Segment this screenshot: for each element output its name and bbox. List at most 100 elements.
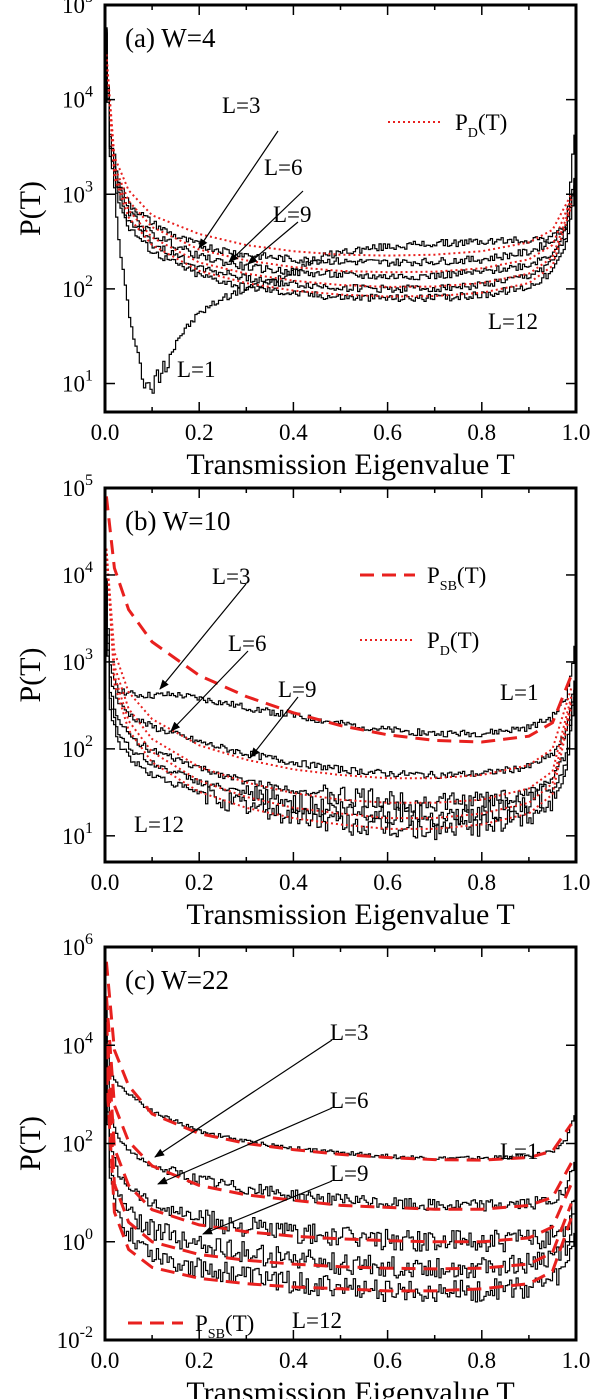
annotation-arrow <box>202 1180 333 1235</box>
y-tick-label: 104 <box>62 84 93 113</box>
series-l-9 <box>105 26 576 293</box>
x-tick-label: 0.0 <box>91 870 120 895</box>
annotation-l-1: L=1 <box>177 357 216 382</box>
plot-area <box>105 26 576 394</box>
series-l-6 <box>105 1030 576 1253</box>
annotation-l-3: L=3 <box>222 93 261 118</box>
legend-label: PD(T) <box>455 110 507 141</box>
y-tick-label: 103 <box>62 646 93 675</box>
y-tick-label: 101 <box>62 820 93 849</box>
series-l-3 <box>105 26 576 267</box>
annotation-l-12: L=12 <box>488 309 538 334</box>
y-tick-label: 102 <box>62 273 93 302</box>
annotation-l-9: L=9 <box>330 1161 369 1186</box>
x-tick-label: 1.0 <box>562 1348 591 1373</box>
series-p-sb-t-l-9 <box>105 1045 573 1271</box>
series-l-3 <box>105 578 576 779</box>
series-p-sb-t-l-1 <box>105 496 573 744</box>
y-axis-title: P(T) <box>14 181 47 236</box>
legend-label: PSB(T) <box>427 563 486 594</box>
series-l-6 <box>105 26 576 281</box>
legend-label: PSB(T) <box>195 1311 254 1342</box>
series-p-d-t-l-6 <box>105 54 573 274</box>
y-tick-label: 106 <box>62 931 93 960</box>
panel-1: 0.0 0.2 0.4 0.6 0.8 1.0 101 102 103 104 105 Transmi… <box>14 0 590 481</box>
x-tick-label: 0.6 <box>373 420 402 445</box>
annotation-arrow <box>154 1039 333 1158</box>
annotation-l-6: L=6 <box>264 155 303 180</box>
x-tick-label: 0.6 <box>373 870 402 895</box>
series-l-12 <box>105 26 576 302</box>
x-tick-label: 0.4 <box>279 870 308 895</box>
annotation-l-1: L=1 <box>500 680 539 705</box>
annotation-l-3: L=3 <box>212 564 251 589</box>
annotation-l-12: L=12 <box>292 1308 342 1333</box>
annotation-l-6: L=6 <box>330 1088 369 1113</box>
annotation-arrow <box>157 1107 333 1185</box>
panel-label: (b) W=10 <box>125 506 230 536</box>
series-p-sb-t-l-1 <box>105 961 573 1162</box>
x-tick-label: 1.0 <box>562 870 591 895</box>
x-axis-title: Transmission Eigenvalue T <box>186 448 514 481</box>
plot-frame <box>103 3 578 414</box>
series-p-d-t-l-9 <box>105 548 573 820</box>
series-l-1 <box>105 578 576 738</box>
annotation-arrow <box>198 130 279 249</box>
panel-label: (c) W=22 <box>125 965 229 995</box>
series-p-d-t-l-3 <box>105 548 573 780</box>
series-p-d-t-l-6 <box>105 548 573 804</box>
x-tick-label: 0.6 <box>373 1348 402 1373</box>
annotation-l-3: L=3 <box>330 1020 369 1045</box>
series-p-d-t-l-12 <box>105 54 573 298</box>
annotation-arrow <box>250 696 299 758</box>
y-tick-label: 105 <box>62 472 93 501</box>
y-tick-label: 103 <box>62 178 93 207</box>
x-tick-label: 0.0 <box>91 1348 120 1373</box>
series-l-1 <box>105 26 576 394</box>
x-tick-label: 0.4 <box>279 1348 308 1373</box>
x-tick-label: 0.0 <box>91 420 120 445</box>
x-axis-title: Transmission Eigenvalue T <box>186 898 514 931</box>
x-tick-label: 0.4 <box>279 420 308 445</box>
y-axis-title: P(T) <box>14 1116 47 1171</box>
series-l-12 <box>105 578 576 841</box>
plot-area <box>105 961 576 1303</box>
series-p-sb-t-l-6 <box>105 1021 573 1244</box>
y-tick-label: 102 <box>62 733 93 762</box>
annotation-arrow <box>228 190 304 263</box>
annotation-l-12: L=12 <box>134 812 184 837</box>
y-tick-label: 10-2 <box>57 1324 93 1353</box>
panel-2: 0.0 0.2 0.4 0.6 0.8 1.0 101 102 103 104 105 Transmi… <box>14 472 590 931</box>
x-tick-label: 0.8 <box>467 420 496 445</box>
legend-label: PD(T) <box>427 628 479 659</box>
y-tick-label: 104 <box>62 1029 93 1058</box>
series-p-d-t-l-3 <box>105 54 573 257</box>
annotation-arrow <box>159 583 247 690</box>
x-tick-label: 1.0 <box>562 420 591 445</box>
y-tick-label: 100 <box>62 1226 93 1255</box>
y-tick-label: 102 <box>62 1128 93 1157</box>
x-tick-label: 0.2 <box>185 1348 214 1373</box>
y-axis-title: P(T) <box>14 648 47 703</box>
x-tick-label: 0.2 <box>185 870 214 895</box>
series-p-sb-t-l-12 <box>105 1070 573 1293</box>
series-p-sb-t-l-3 <box>105 995 573 1211</box>
x-tick-label: 0.8 <box>467 1348 496 1373</box>
annotation-arrow <box>247 221 299 265</box>
panel-label: (a) W=4 <box>125 23 216 53</box>
x-tick-label: 0.2 <box>185 420 214 445</box>
annotation-l-9: L=9 <box>273 202 312 227</box>
annotation-arrow <box>170 650 249 732</box>
series-l-9 <box>105 578 576 828</box>
x-tick-label: 0.8 <box>467 870 496 895</box>
y-tick-label: 101 <box>62 368 93 397</box>
plot-area <box>105 496 576 841</box>
series-l-1 <box>105 1000 576 1161</box>
y-tick-label: 104 <box>62 559 93 588</box>
x-axis-title: Transmission Eigenvalue T <box>186 1376 514 1399</box>
series-p-d-t-l-12 <box>105 548 573 830</box>
panel-3: 0.0 0.2 0.4 0.6 0.8 1.0 10-2 100 102 104 106 Transm… <box>14 931 590 1399</box>
annotation-l-1: L=1 <box>500 1139 539 1164</box>
y-tick-label: 105 <box>62 0 93 18</box>
